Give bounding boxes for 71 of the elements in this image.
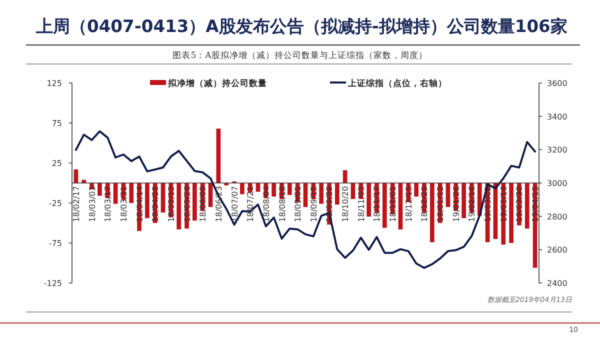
x-tick-label: 18/05/12: [166, 186, 176, 222]
x-tick-label: 18/04/28: [151, 186, 160, 222]
legend-item: 上证综指（点位，右轴）: [330, 79, 447, 89]
bar: [366, 183, 371, 217]
y-tick-label: 75: [52, 119, 62, 128]
x-tick-label: 18/06/23: [214, 186, 224, 222]
y-tick-label: 25: [52, 159, 62, 168]
x-tick-label: 18/12/29: [420, 186, 430, 222]
bar: [303, 183, 308, 207]
x-tick-label: 19/01/26: [452, 186, 461, 222]
y-tick-label: -125: [44, 279, 62, 288]
x-tick-label: 18/08/18: [278, 186, 287, 222]
x-tick-label: 19/02/16: [468, 186, 477, 222]
bar: [342, 170, 348, 183]
y2-tick-label: 2400: [547, 279, 568, 288]
bar: [98, 183, 102, 196]
x-tick-label: 18/07/21: [246, 186, 256, 222]
x-tick-label: 18/12/01: [388, 186, 398, 222]
bar: [192, 183, 197, 221]
x-tick-label: 18/09/15: [309, 186, 318, 222]
y-tick-label: 125: [46, 79, 62, 88]
x-tick-label: 18/10/20: [341, 186, 350, 222]
bar: [160, 183, 166, 213]
bar: [240, 183, 244, 194]
y2-tick-label: 2800: [547, 212, 568, 222]
title: 上周（0407-0413）A股发布公告（拟减持-拟增持）公司数量106家: [36, 17, 568, 37]
x-tick-label: 19/01/12: [436, 186, 446, 222]
x-tick-label: 18/03/03: [88, 186, 97, 222]
x-tick-label: 18/11/03: [356, 186, 366, 222]
x-tick-label: 18/09/01: [294, 186, 303, 222]
bar: [129, 183, 134, 203]
x-tick-label: 18/02/17: [72, 186, 81, 222]
legend-label: 拟净增（减）持公司数量: [167, 78, 267, 89]
bar: [462, 183, 466, 218]
bar: [382, 183, 387, 228]
legend-item: 拟净增（减）持公司数量: [150, 79, 267, 89]
bar: [414, 183, 418, 197]
y2-tick-label: 3200: [547, 146, 568, 155]
x-tick-label: 19/03/30: [515, 186, 524, 222]
bar: [398, 183, 403, 230]
x-tick-label: 19/03/16: [499, 186, 508, 222]
bar: [113, 183, 118, 204]
x-tick-label: 19/04/13: [531, 186, 540, 222]
y2-tick-label: 3600: [547, 79, 568, 88]
bar: [176, 183, 182, 230]
x-tick-label: 18/11/17: [372, 186, 382, 222]
bar: [216, 128, 221, 183]
bar: [287, 183, 292, 195]
x-tick-label: 18/12/15: [404, 186, 414, 222]
bar: [524, 183, 530, 229]
bar: [334, 183, 340, 205]
x-tick-label: 18/04/14: [135, 186, 144, 222]
bar: [430, 183, 434, 242]
bar: [509, 183, 514, 243]
bar: [272, 183, 276, 197]
bar: [145, 183, 150, 218]
x-tick-label: 18/05/26: [182, 186, 192, 222]
y2-tick-label: 3000: [547, 179, 568, 188]
x-tick-label: 18/06/09: [198, 186, 208, 222]
x-tick-label: 18/03/17: [104, 186, 113, 222]
x-tick-label: 18/08/04: [262, 186, 271, 222]
bar: [446, 183, 450, 207]
y-tick-label: -25: [48, 199, 62, 208]
bar: [319, 183, 324, 204]
y2-tick-label: 3400: [547, 112, 568, 122]
chart-subtitle: 图表5：A股拟净增（减）持公司数量与上证综指（家数，周度）: [172, 50, 428, 61]
x-tick-label: 19/03/02: [484, 186, 493, 222]
y2-tick-label: 2600: [547, 246, 568, 255]
x-tick-label: 18/03/31: [119, 186, 128, 222]
y-tick-label: -75: [48, 239, 62, 248]
legend-label: 上证综指（点位，右轴）: [347, 78, 447, 89]
